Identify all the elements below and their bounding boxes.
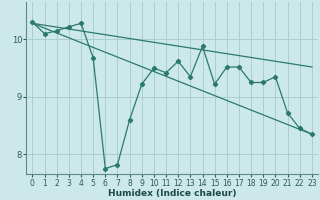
X-axis label: Humidex (Indice chaleur): Humidex (Indice chaleur) bbox=[108, 189, 236, 198]
